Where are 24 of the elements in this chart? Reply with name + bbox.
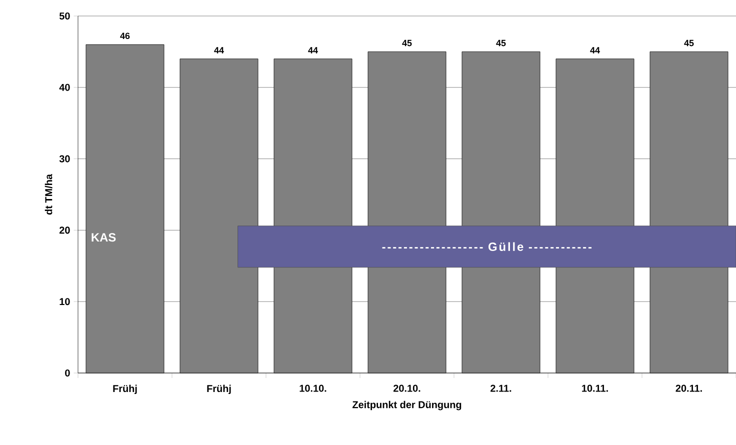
annotation: KAS xyxy=(92,233,116,242)
x-tick-label: 10.11. xyxy=(582,384,608,392)
y-tick-label: 40 xyxy=(59,84,70,91)
data-label: 44 xyxy=(308,47,318,54)
y-tick-label: 20 xyxy=(59,226,70,234)
y-tick-label: 10 xyxy=(60,298,70,306)
x-tick-label: Frühj xyxy=(207,384,231,394)
data-label: 45 xyxy=(402,40,412,46)
y-tick-label: 0 xyxy=(65,369,70,377)
x-tick-label: 20.10. xyxy=(393,384,420,392)
x-tick-label: 20.11. xyxy=(676,384,702,392)
x-tick-label: Frühj xyxy=(113,384,137,394)
annotation: ------------------- Gülle ------------ xyxy=(382,242,592,251)
data-label: 45 xyxy=(496,40,506,46)
x-axis-title: Zeitpunkt der Düngung xyxy=(352,400,462,410)
data-label: 44 xyxy=(214,47,224,54)
x-tick-label: 2.11. xyxy=(490,384,512,392)
data-label: 45 xyxy=(684,40,694,46)
y-tick-label: 30 xyxy=(59,155,70,162)
data-label: 46 xyxy=(120,32,130,40)
x-tick-label: 10.10. xyxy=(300,384,326,392)
y-tick-label: 50 xyxy=(59,12,70,20)
data-label: 44 xyxy=(590,47,600,54)
y-axis-title: dt TM/ha xyxy=(44,174,52,215)
